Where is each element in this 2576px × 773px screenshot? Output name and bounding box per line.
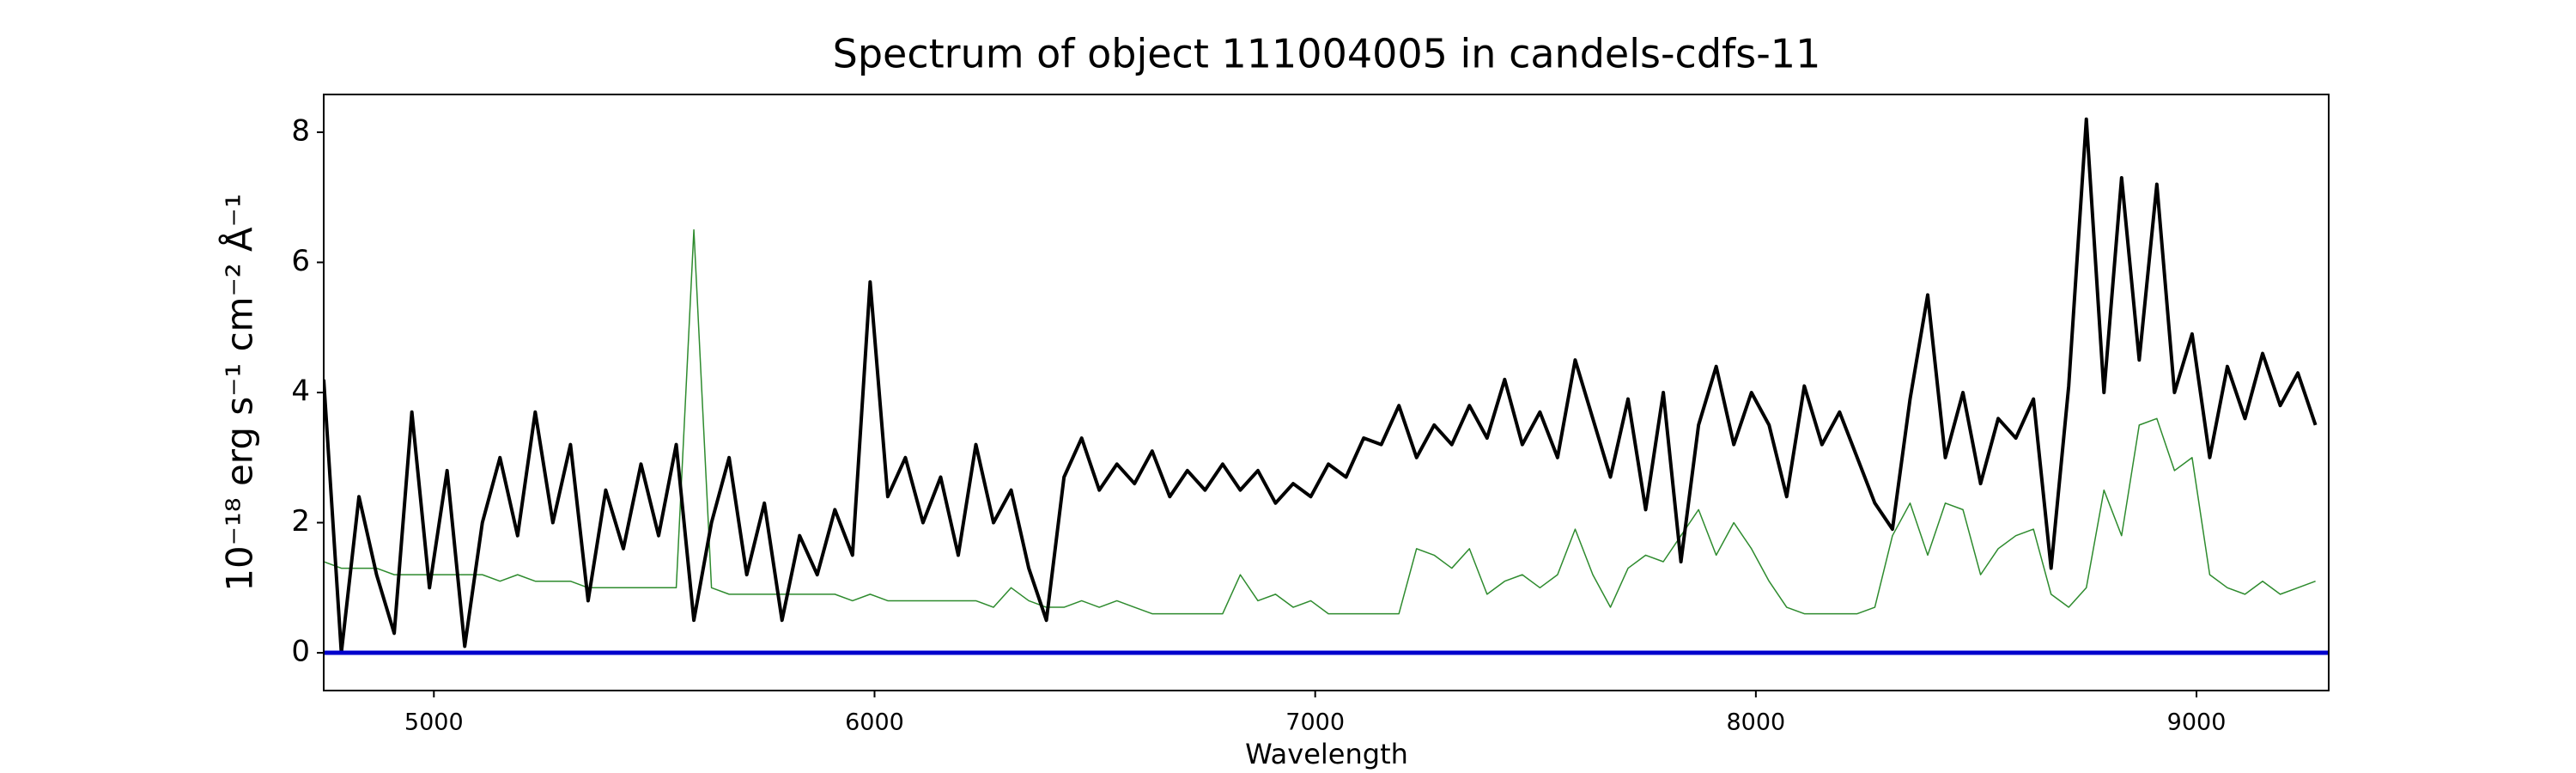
y-tick-label: 2 xyxy=(291,504,310,539)
y-axis-label: 10⁻¹⁸ erg s⁻¹ cm⁻² Å⁻¹ xyxy=(218,193,261,591)
chart-title: Spectrum of object 111004005 in candels-… xyxy=(833,31,1821,77)
x-tick-label: 6000 xyxy=(845,709,904,736)
y-tick-label: 0 xyxy=(291,635,310,669)
x-tick-label: 7000 xyxy=(1285,709,1345,736)
spectrum-line xyxy=(324,228,2316,615)
y-tick-label: 4 xyxy=(291,374,310,409)
x-tick-label: 9000 xyxy=(2167,709,2227,736)
plot-frame xyxy=(323,94,2330,691)
x-tick-label: 8000 xyxy=(1726,709,1785,736)
spectrum-line xyxy=(324,117,2318,655)
y-tick-label: 8 xyxy=(291,113,310,148)
x-axis-label: Wavelength xyxy=(1245,738,1408,770)
x-tick-label: 5000 xyxy=(404,709,464,736)
y-tick-label: 6 xyxy=(291,244,310,278)
